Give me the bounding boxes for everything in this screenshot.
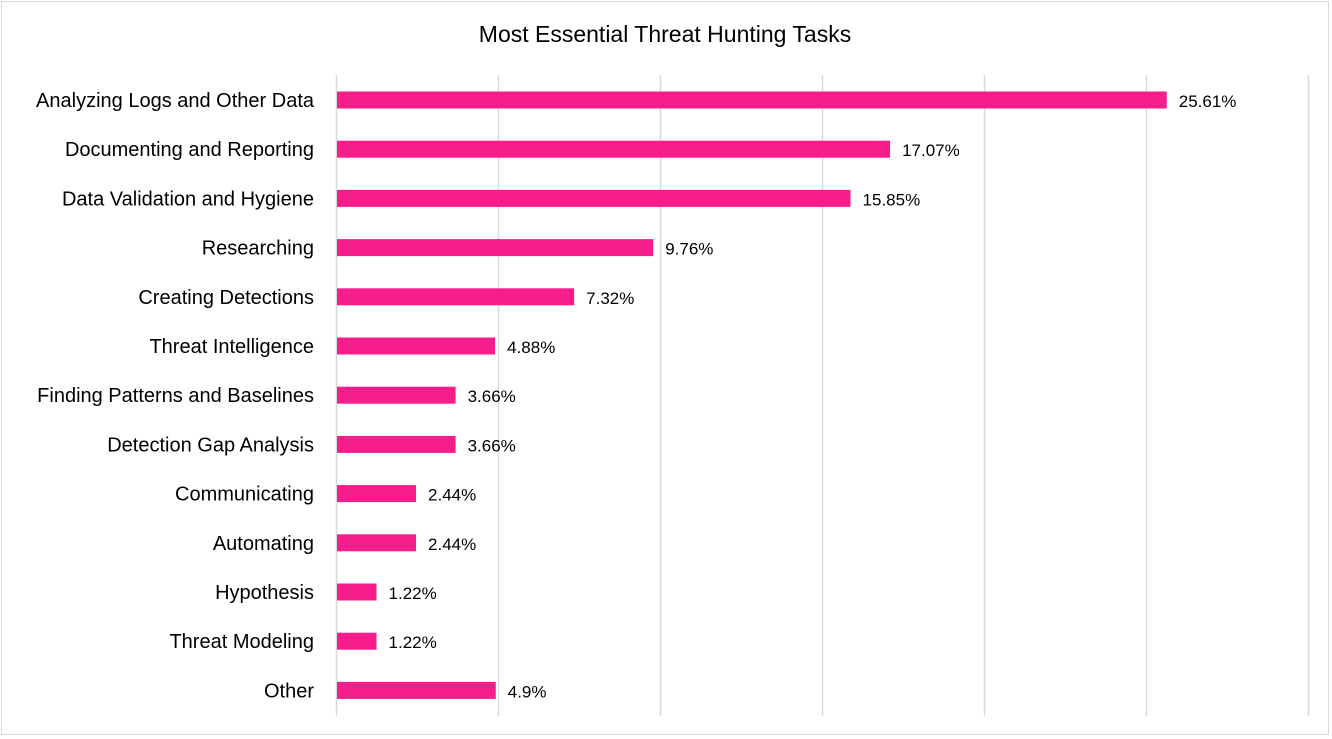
data-label: 4.88% [507,338,555,357]
bar [337,386,456,404]
data-label: 9.76% [665,240,713,259]
bar [337,140,891,158]
bar [337,583,377,601]
bar [337,189,851,207]
bar [337,534,417,552]
data-label: 3.66% [468,387,516,406]
category-label: Threat Modeling [169,631,314,653]
category-label: Data Validation and Hygiene [62,188,314,210]
bar [337,632,377,650]
category-label: Researching [202,238,314,260]
data-label: 7.32% [586,289,634,308]
bar [337,239,654,257]
data-label: 15.85% [863,190,921,209]
data-label: 3.66% [468,436,516,455]
category-label: Automating [213,533,314,555]
bar [337,485,417,503]
category-label: Documenting and Reporting [65,139,314,161]
category-label: Detection Gap Analysis [107,434,314,456]
category-label: Communicating [175,484,314,506]
bar [337,435,456,453]
data-label: 4.9% [508,682,547,701]
data-label: 1.22% [389,633,437,652]
category-label: Threat Intelligence [149,336,314,358]
category-label: Finding Patterns and Baselines [37,385,314,407]
category-label: Hypothesis [215,582,314,604]
data-label: 25.61% [1179,92,1237,111]
category-label: Creating Detections [138,287,314,309]
data-label: 2.44% [428,535,476,554]
bar [337,681,496,699]
bar [337,91,1167,109]
data-label: 17.07% [902,141,960,160]
category-label: Other [264,680,314,702]
data-label: 2.44% [428,486,476,505]
data-label: 1.22% [389,584,437,603]
bar [337,337,496,355]
category-label: Analyzing Logs and Other Data [36,90,315,112]
chart-title: Most Essential Threat Hunting Tasks [478,21,852,47]
bar [337,288,575,306]
